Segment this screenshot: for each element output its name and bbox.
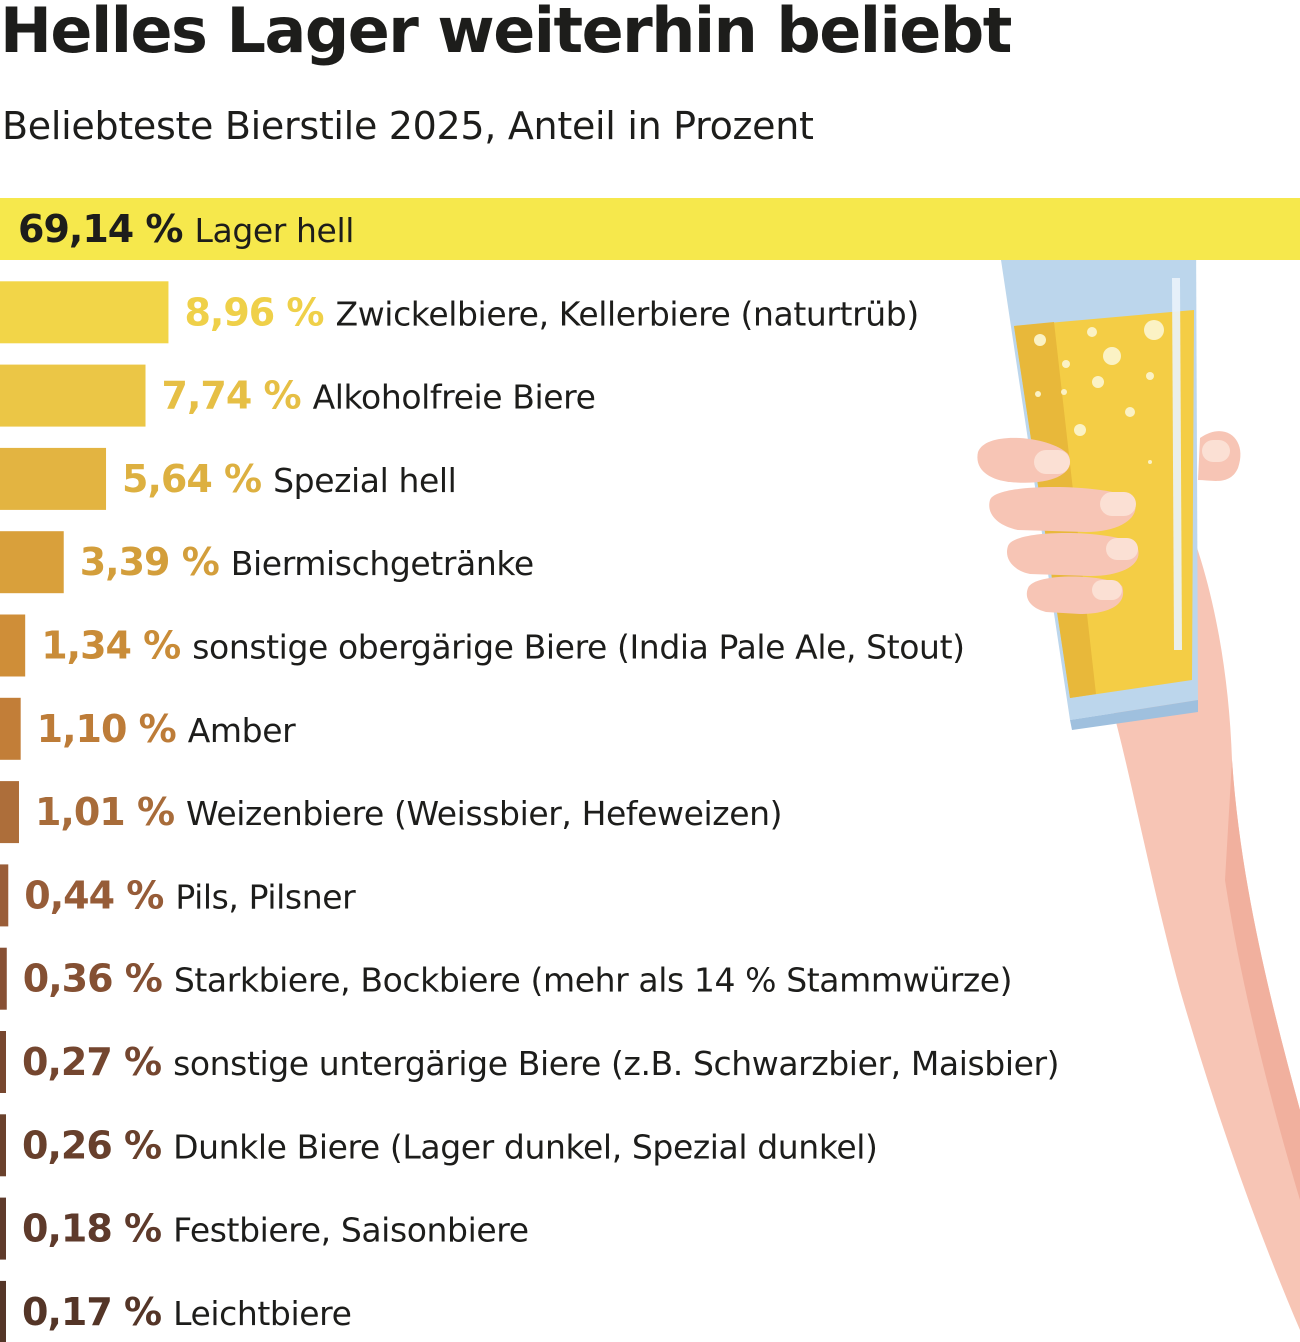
value-label: 0,17 % bbox=[22, 1290, 161, 1334]
category-label: Zwickelbiere, Kellerbiere (naturtrüb) bbox=[336, 294, 919, 333]
bar-2 bbox=[0, 364, 146, 427]
bar-3 bbox=[0, 447, 107, 510]
bar-label-2: 7,74 % Alkoholfreie Biere bbox=[162, 374, 596, 418]
category-label: Pils, Pilsner bbox=[175, 877, 356, 916]
bar-7 bbox=[0, 781, 19, 844]
value-label: 0,18 % bbox=[22, 1207, 161, 1251]
bar-label-12: 0,18 % Festbiere, Saisonbiere bbox=[22, 1207, 529, 1251]
value-label: 1,10 % bbox=[37, 707, 176, 751]
bar-8 bbox=[0, 864, 9, 927]
bar-12 bbox=[0, 1197, 6, 1260]
value-label: 1,34 % bbox=[41, 624, 180, 668]
category-label: Leichtbiere bbox=[173, 1294, 351, 1333]
category-label: sonstige untergärige Biere (z.B. Schwarz… bbox=[173, 1044, 1059, 1083]
bar-label-13: 0,17 % Leichtbiere bbox=[22, 1290, 352, 1334]
fingers bbox=[977, 431, 1241, 614]
chart-subtitle: Beliebteste Bierstile 2025, Anteil in Pr… bbox=[2, 104, 814, 148]
bar-5 bbox=[0, 614, 26, 677]
bar-13 bbox=[0, 1280, 6, 1342]
bar-label-7: 1,01 % Weizenbiere (Weissbier, Hefeweizen… bbox=[35, 790, 782, 834]
arm-shadow-shape bbox=[1225, 760, 1300, 1200]
category-label: sonstige obergärige Biere (India Pale Al… bbox=[192, 628, 964, 667]
category-label: Alkoholfreie Biere bbox=[313, 378, 596, 417]
bar-label-10: 0,27 % sonstige untergärige Biere (z.B. S… bbox=[22, 1040, 1059, 1084]
bar-9 bbox=[0, 947, 7, 1010]
glass-highlight-shape bbox=[1172, 278, 1182, 650]
bar-label-3: 5,64 % Spezial hell bbox=[122, 457, 456, 501]
bar-10 bbox=[0, 1031, 6, 1093]
chart-title: Helles Lager weiterhin beliebt bbox=[0, 0, 1012, 67]
bar-label-0: 69,14 % Lager hell bbox=[18, 207, 354, 251]
bar-4 bbox=[0, 531, 64, 594]
bar-1 bbox=[0, 281, 169, 344]
bubbles bbox=[1034, 320, 1164, 464]
bar-label-8: 0,44 % Pils, Pilsner bbox=[24, 873, 356, 917]
bar-label-1: 8,96 % Zwickelbiere, Kellerbiere (naturtr… bbox=[184, 290, 918, 334]
category-label: Weizenbiere (Weissbier, Hefeweizen) bbox=[186, 794, 782, 833]
category-label: Festbiere, Saisonbiere bbox=[173, 1211, 529, 1250]
value-label: 0,27 % bbox=[22, 1040, 161, 1084]
bar-label-9: 0,36 % Starkbiere, Bockbiere (mehr als 14… bbox=[23, 957, 1012, 1001]
fingernails bbox=[1034, 440, 1230, 600]
bar-6 bbox=[0, 697, 21, 760]
category-label: Spezial hell bbox=[273, 461, 456, 500]
bar-label-4: 3,39 % Biermischgetränke bbox=[80, 540, 534, 584]
value-label: 0,26 % bbox=[22, 1123, 161, 1167]
category-label: Amber bbox=[188, 711, 296, 750]
value-label: 3,39 % bbox=[80, 540, 219, 584]
value-label: 7,74 % bbox=[162, 374, 301, 418]
category-label: Dunkle Biere (Lager dunkel, Spezial dunk… bbox=[173, 1127, 877, 1166]
value-label: 5,64 % bbox=[122, 457, 261, 501]
glass-edge-shape bbox=[1070, 700, 1198, 730]
category-label: Starkbiere, Bockbiere (mehr als 14 % Sta… bbox=[174, 961, 1012, 1000]
bar-label-5: 1,34 % sonstige obergärige Biere (India P… bbox=[41, 624, 964, 668]
bar-11 bbox=[0, 1114, 6, 1177]
bar-0 bbox=[0, 198, 1300, 260]
value-label: 69,14 % bbox=[18, 207, 183, 251]
category-label: Lager hell bbox=[195, 211, 354, 250]
bar-label-11: 0,26 % Dunkle Biere (Lager dunkel, Spezia… bbox=[22, 1123, 878, 1167]
bar-label-6: 1,10 % Amber bbox=[37, 707, 296, 751]
value-label: 8,96 % bbox=[184, 290, 323, 334]
category-label: Biermischgetränke bbox=[231, 544, 534, 583]
value-label: 1,01 % bbox=[35, 790, 174, 834]
value-label: 0,44 % bbox=[24, 873, 163, 917]
value-label: 0,36 % bbox=[23, 957, 162, 1001]
